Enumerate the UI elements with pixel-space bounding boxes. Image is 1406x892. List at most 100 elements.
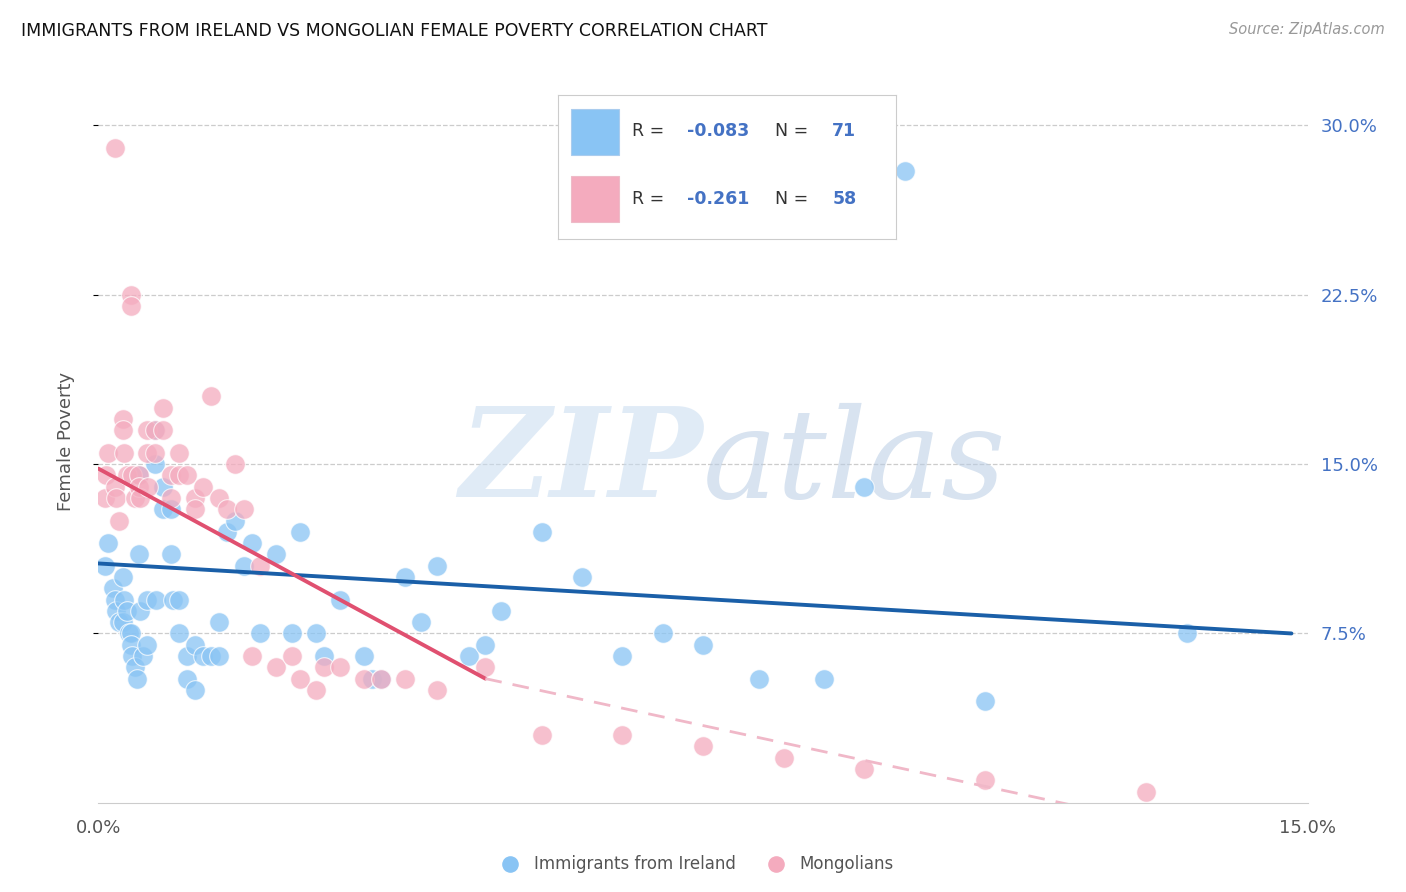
Point	[128, 468, 150, 483]
Point	[240, 536, 263, 550]
Point	[281, 626, 304, 640]
Point	[264, 660, 287, 674]
Point	[143, 457, 166, 471]
Point	[240, 648, 263, 663]
Point	[612, 648, 634, 663]
Point	[111, 570, 134, 584]
Point	[143, 446, 166, 460]
Point	[118, 626, 141, 640]
Point	[152, 401, 174, 415]
Point	[160, 548, 183, 562]
Point	[152, 502, 174, 516]
Point	[176, 672, 198, 686]
Point	[184, 638, 207, 652]
Point	[394, 570, 416, 584]
Point	[127, 672, 149, 686]
Point	[143, 423, 166, 437]
Point	[105, 604, 128, 618]
Point	[124, 491, 146, 505]
Point	[813, 672, 835, 686]
Point	[249, 626, 271, 640]
Point	[1135, 784, 1157, 798]
Text: IMMIGRANTS FROM IRELAND VS MONGOLIAN FEMALE POVERTY CORRELATION CHART: IMMIGRANTS FROM IRELAND VS MONGOLIAN FEM…	[21, 22, 768, 40]
Point	[143, 423, 166, 437]
Point	[1175, 626, 1198, 640]
Point	[167, 592, 190, 607]
Point	[224, 514, 246, 528]
Point	[128, 480, 150, 494]
Point	[314, 648, 336, 663]
Point	[120, 626, 142, 640]
Point	[426, 558, 449, 573]
Point	[314, 660, 336, 674]
Point	[94, 558, 117, 573]
Point	[193, 648, 215, 663]
Point	[132, 648, 155, 663]
Text: ZIP: ZIP	[460, 402, 703, 524]
Point	[184, 682, 207, 697]
Point	[176, 468, 198, 483]
Point	[167, 468, 190, 483]
Point	[160, 502, 183, 516]
Point	[288, 672, 311, 686]
Point	[97, 536, 120, 550]
Point	[115, 604, 138, 618]
Point	[974, 773, 997, 788]
Point	[305, 626, 328, 640]
Point	[145, 592, 167, 607]
Point	[96, 468, 118, 483]
Point	[111, 412, 134, 426]
Point	[571, 570, 593, 584]
Point	[167, 626, 190, 640]
Point	[107, 615, 129, 630]
Text: Source: ZipAtlas.com: Source: ZipAtlas.com	[1229, 22, 1385, 37]
Point	[353, 648, 375, 663]
Point	[184, 491, 207, 505]
Point	[112, 592, 135, 607]
Point	[893, 163, 915, 178]
Point	[128, 548, 150, 562]
Point	[853, 480, 876, 494]
Point	[208, 615, 231, 630]
Point	[530, 728, 553, 742]
Point	[426, 682, 449, 697]
Point	[651, 626, 673, 640]
Point	[974, 694, 997, 708]
Point	[160, 491, 183, 505]
Point	[361, 672, 384, 686]
Point	[224, 457, 246, 471]
Point	[135, 592, 157, 607]
Point	[135, 423, 157, 437]
Point	[129, 491, 152, 505]
Point	[101, 582, 124, 596]
Point	[120, 299, 142, 313]
Point	[232, 502, 254, 516]
Point	[530, 524, 553, 539]
Point	[329, 592, 352, 607]
Point	[281, 648, 304, 663]
Point	[748, 672, 770, 686]
Point	[692, 638, 714, 652]
Point	[107, 514, 129, 528]
Point	[103, 592, 125, 607]
Point	[305, 682, 328, 697]
Point	[458, 648, 481, 663]
Point	[152, 480, 174, 494]
Point	[135, 446, 157, 460]
Point	[120, 638, 142, 652]
Point	[105, 491, 128, 505]
Point	[474, 638, 496, 652]
Point	[111, 615, 134, 630]
Point	[200, 389, 222, 403]
Point	[288, 524, 311, 539]
Point	[853, 762, 876, 776]
Point	[491, 604, 513, 618]
Point	[160, 468, 183, 483]
Point	[103, 480, 125, 494]
Point	[103, 141, 125, 155]
Text: atlas: atlas	[703, 402, 1007, 524]
Point	[370, 672, 392, 686]
Point	[135, 638, 157, 652]
Point	[612, 728, 634, 742]
Point	[264, 548, 287, 562]
